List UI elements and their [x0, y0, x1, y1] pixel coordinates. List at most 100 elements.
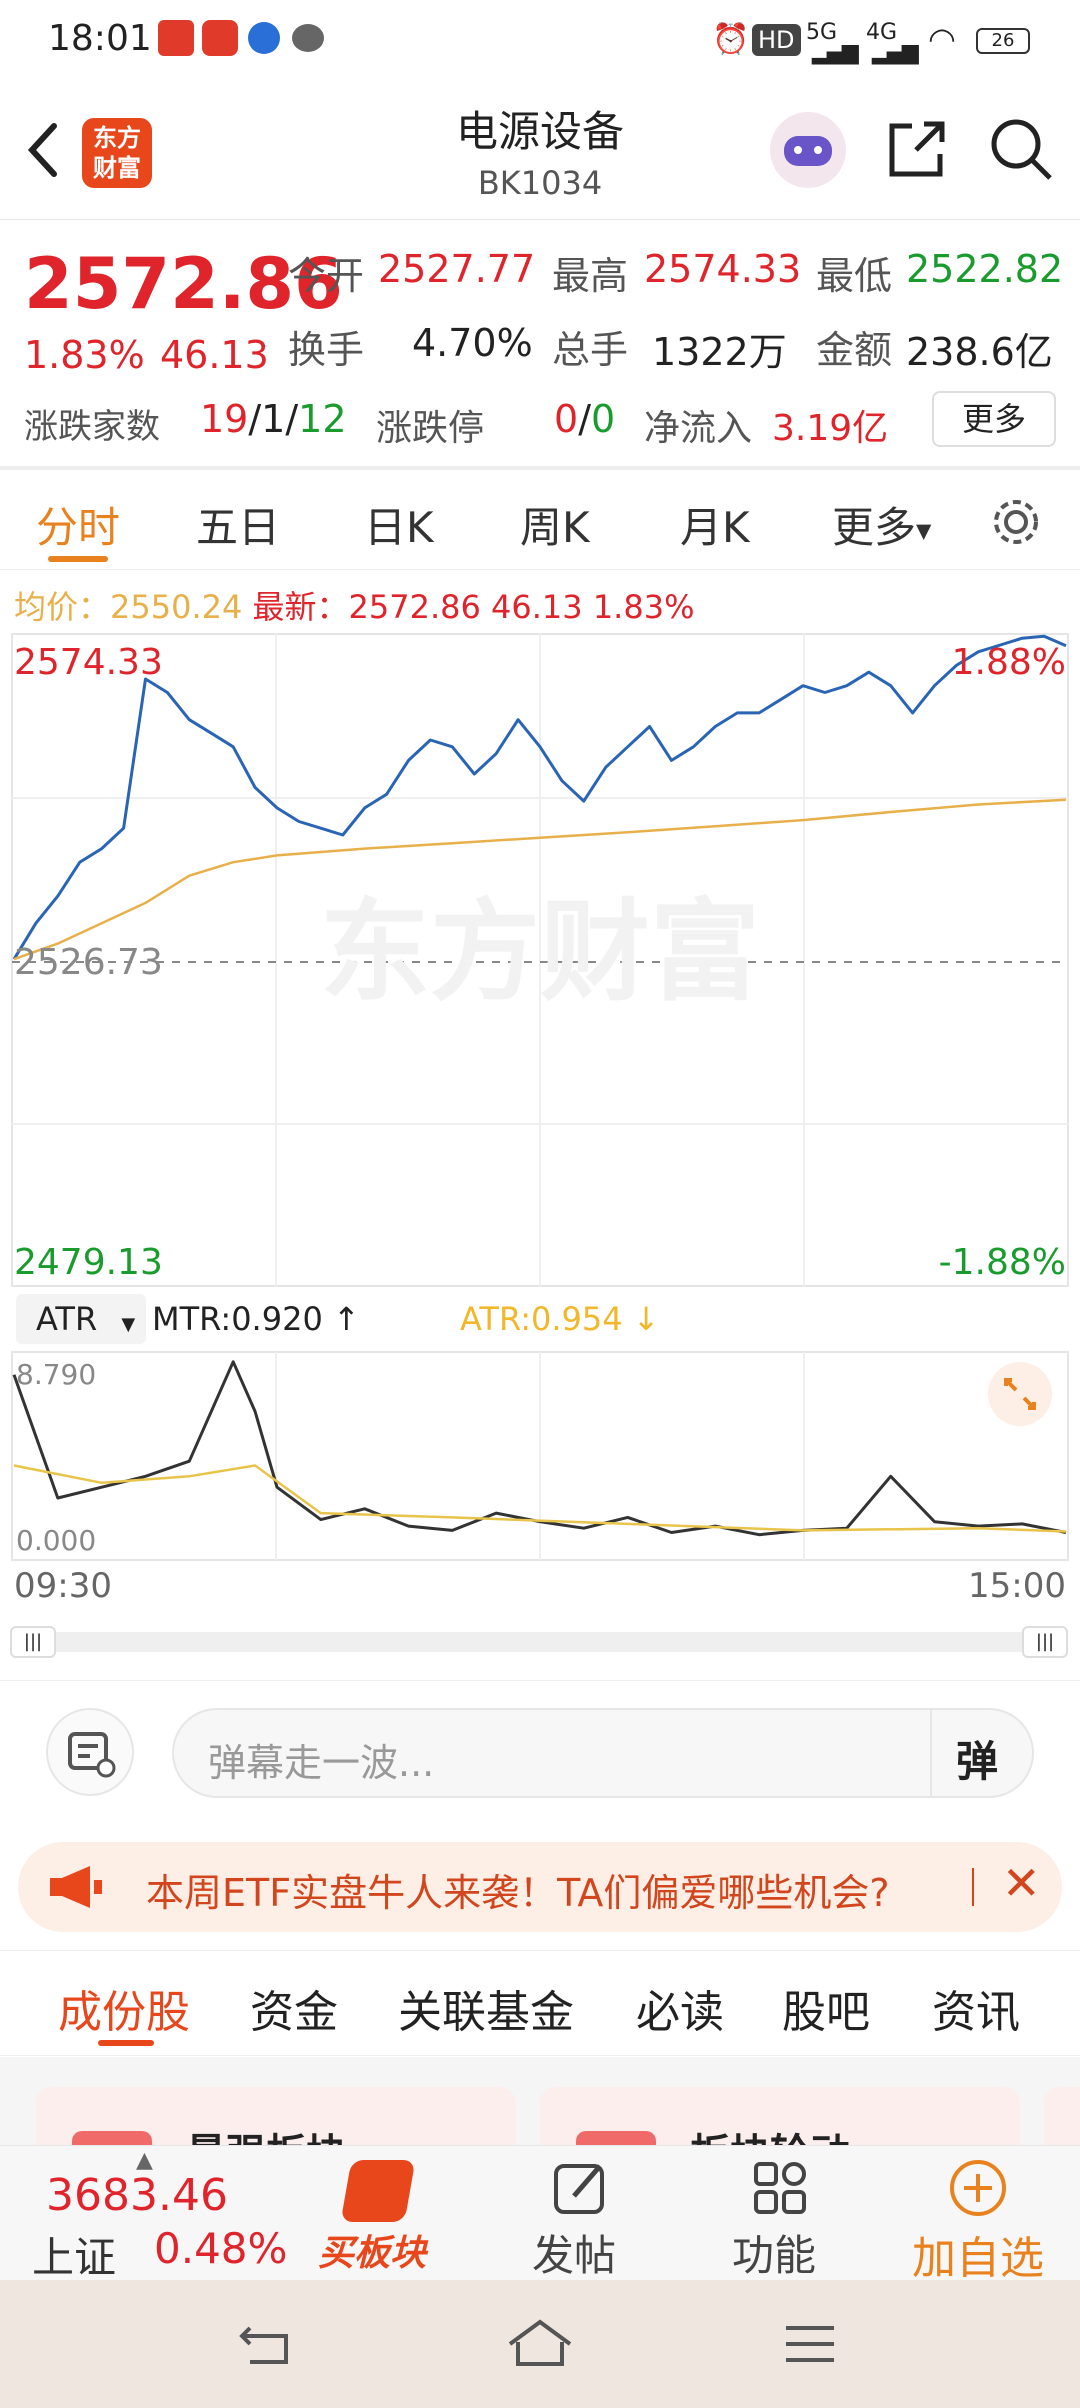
danmu-settings-icon[interactable]: [46, 1708, 134, 1796]
index-pct[interactable]: 0.48%: [154, 2224, 288, 2273]
limit-up: 0: [554, 397, 579, 441]
tab-day-k[interactable]: 日K: [364, 503, 434, 552]
alarm-icon: ⏰: [712, 22, 750, 57]
divider: [972, 1868, 974, 1906]
add-watchlist-label: 加自选: [912, 2233, 1044, 2284]
limit-values: 0/0: [554, 397, 615, 441]
slider-handle-right[interactable]: |||: [1022, 1626, 1068, 1658]
index-value[interactable]: 3683.46: [46, 2170, 228, 2221]
latest-value: 2572.86: [348, 588, 481, 626]
post-button[interactable]: 发帖: [524, 2154, 634, 2280]
series-group: [12, 1360, 1067, 1537]
sep: /: [248, 397, 262, 441]
home-nav-icon[interactable]: [504, 2316, 576, 2370]
tab-more-label: 更多: [832, 503, 917, 552]
signal-icon: ▂▄▆: [812, 40, 859, 65]
volume-label: 总手: [552, 328, 629, 372]
card-rotation[interactable]: 板块轮动: [540, 2087, 1020, 2145]
menu-nav-icon[interactable]: [780, 2320, 840, 2368]
more-quote-button[interactable]: 更多: [932, 391, 1056, 447]
tab-week-k[interactable]: 周K: [520, 503, 590, 552]
tab-month-k[interactable]: 月K: [680, 503, 750, 552]
breadth-label: 涨跌家数: [24, 407, 160, 447]
tab-news[interactable]: 资讯: [932, 1987, 1020, 2038]
hd-icon: HD: [752, 24, 801, 56]
atr-text: ATR:0.954: [460, 1300, 623, 1338]
index-name[interactable]: 上证: [32, 2233, 117, 2282]
bottom-action-bar: ▲ 3683.46 上证 0.48% 买板块 发帖 功能 加自选: [0, 2145, 1080, 2284]
tab-related-funds[interactable]: 关联基金: [398, 1987, 574, 2038]
series-line-average: [13, 1464, 1067, 1533]
netflow-label: 净流入: [644, 408, 753, 449]
tab-components[interactable]: 成份股: [58, 1987, 190, 2038]
system-nav-bar: [0, 2280, 1080, 2408]
chart-info-line: 均价：2550.24 最新：2572.86 46.13 1.83%: [14, 582, 694, 628]
tab-forum[interactable]: 股吧: [782, 1987, 870, 2038]
top-price-label: 2574.33: [14, 642, 163, 683]
tab-more[interactable]: 更多▼: [832, 494, 931, 555]
card-strongest[interactable]: 最强板块: [36, 2087, 516, 2145]
close-icon[interactable]: ✕: [1002, 1856, 1041, 1910]
limit-down: 0: [591, 397, 616, 441]
series-line-primary: [12, 634, 1067, 960]
up-count: 19: [200, 397, 249, 441]
back-icon[interactable]: [22, 120, 62, 180]
plus-circle-icon: [950, 2160, 1006, 2216]
back-nav-icon[interactable]: [236, 2318, 300, 2370]
bottom-pct-label: -1.88%: [939, 1242, 1066, 1283]
slider-handle-left[interactable]: |||: [10, 1626, 56, 1658]
tab-funds[interactable]: 资金: [250, 1987, 338, 2038]
time-start-label: 09:30: [14, 1566, 112, 1606]
divider: [930, 1710, 932, 1796]
buy-board-button[interactable]: 买板块: [310, 2154, 440, 2274]
danmu-placeholder: 弹幕走一波...: [208, 1741, 435, 1785]
tab-must-read[interactable]: 必读: [636, 1987, 724, 2038]
add-watchlist-button[interactable]: 加自选: [904, 2154, 1054, 2284]
high-value: 2574.33: [644, 247, 802, 291]
time-range-track[interactable]: [14, 1632, 1066, 1652]
settings-gear-icon[interactable]: [990, 496, 1042, 548]
functions-label: 功能: [732, 2231, 817, 2280]
top-header: 东方 财富 电源设备 BK1034: [0, 80, 1080, 220]
tab-intraday[interactable]: 分时: [36, 503, 121, 552]
status-bar: 18:01 ⏰ HD 5G ▂▄▆ 4G ▂▄▆ ◠ 26: [0, 0, 1080, 80]
divider: [0, 1680, 1080, 1681]
share-icon[interactable]: [886, 118, 948, 180]
promo-banner[interactable]: 本周ETF实盘牛人来袭！TA们偏爱哪些机会? ✕: [18, 1842, 1062, 1932]
low-label: 最低: [816, 254, 893, 298]
mtr-text: MTR:0.920: [152, 1300, 323, 1338]
logo-line2: 财富: [93, 154, 141, 182]
expand-icon: [988, 1362, 1052, 1426]
atr-max-label: 8.790: [16, 1358, 96, 1391]
danmu-send-button[interactable]: 弹: [956, 1737, 999, 1786]
card-partial[interactable]: [1044, 2087, 1080, 2145]
functions-button[interactable]: 功能: [724, 2154, 834, 2280]
tab-five-day[interactable]: 五日: [196, 503, 281, 552]
search-icon[interactable]: [988, 116, 1054, 182]
card-icon: [72, 2131, 152, 2145]
ai-assistant-icon[interactable]: [770, 112, 846, 188]
down-count: 12: [298, 397, 347, 441]
buy-board-label: 买板块: [318, 2233, 427, 2274]
last-price: 2572.86: [24, 243, 343, 325]
intraday-chart[interactable]: 东方财富 2574.33 1.88% 2526.73 2479.13 -1.88…: [0, 630, 1080, 1290]
atr-chart[interactable]: 8.790 0.000: [0, 1348, 1080, 1564]
pct-change: 1.83%: [24, 333, 145, 377]
open-value: 2527.77: [378, 247, 536, 291]
bottom-price-label: 2479.13: [14, 1242, 163, 1283]
danmu-input[interactable]: 弹幕走一波... 弹: [172, 1708, 1034, 1798]
logo-line1: 东方: [93, 124, 141, 152]
netflow-value: 3.19亿: [772, 408, 889, 449]
grid-icon: [754, 2162, 806, 2214]
cards-row: 最强板块 板块轮动: [0, 2057, 1080, 2145]
open-label: 今开: [288, 254, 365, 298]
amount-value: 238.6亿: [906, 330, 1053, 374]
sep: /: [578, 397, 591, 441]
indicator-select[interactable]: ATR ▼: [16, 1294, 146, 1344]
battery-icon: 26: [976, 28, 1030, 54]
collapse-up-icon[interactable]: ▲: [136, 2148, 153, 2173]
sep: /: [285, 397, 299, 441]
section-tabs: 成份股 资金 关联基金 必读 股吧 资讯: [0, 1960, 1080, 2056]
app-notification-icon: [158, 20, 194, 56]
page-title: 电源设备: [455, 107, 624, 156]
